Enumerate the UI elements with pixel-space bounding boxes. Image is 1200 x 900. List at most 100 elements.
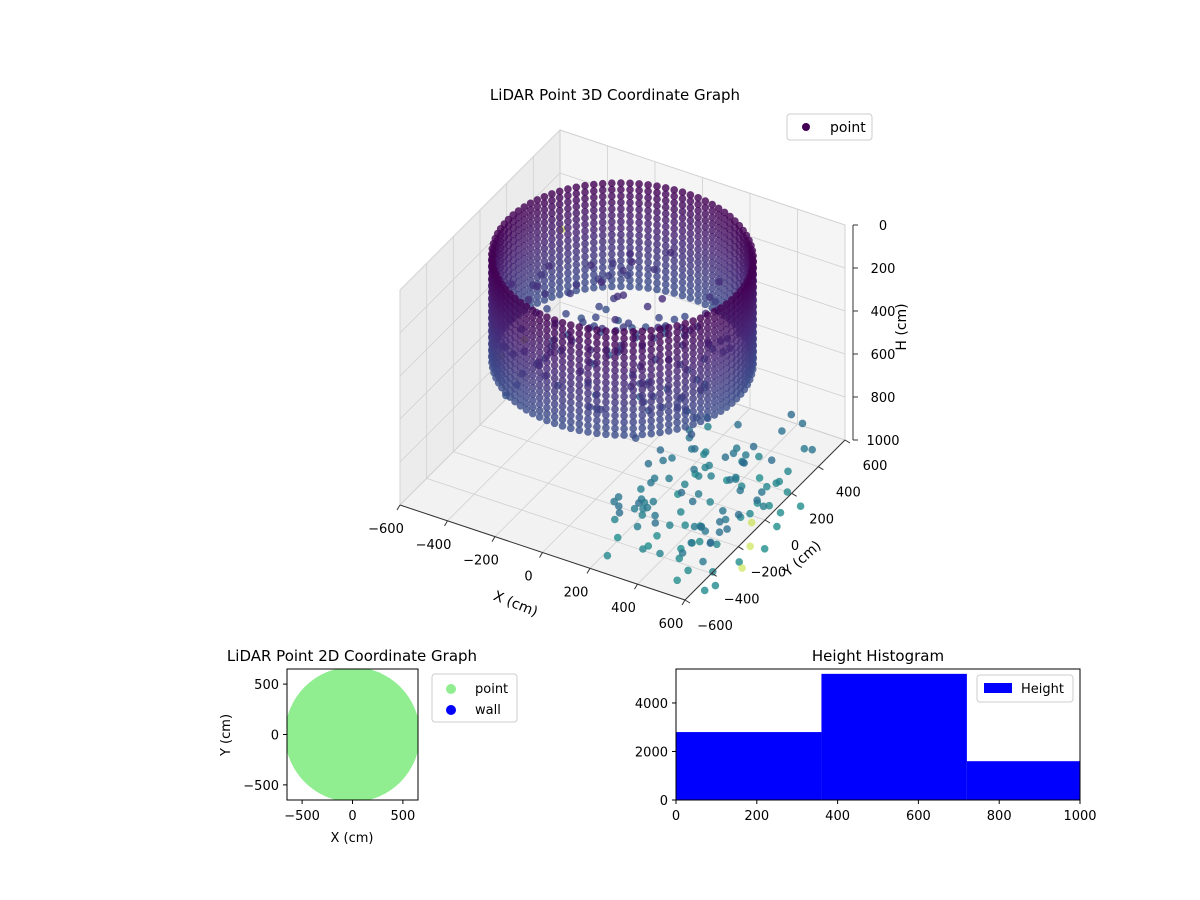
- x-tick-3d: [491, 536, 496, 542]
- point-marker-3d: [611, 405, 619, 413]
- histogram-bar: [676, 732, 822, 800]
- point-marker-3d: [694, 245, 702, 254]
- grid-line: [479, 424, 766, 521]
- point-marker-3d: [584, 421, 592, 430]
- point-marker-3d: [644, 181, 652, 189]
- point-marker-3d: [541, 290, 550, 298]
- point-marker-3d: [626, 186, 634, 194]
- point-marker-3d: [581, 246, 589, 254]
- point-marker-3d: [644, 271, 652, 280]
- point-marker-3d: [678, 240, 687, 248]
- point-marker-3d: [620, 405, 628, 414]
- point-marker-3d: [701, 248, 710, 257]
- point-marker-3d: [706, 498, 714, 506]
- point-marker-3d: [620, 399, 628, 407]
- point-marker-3d: [716, 349, 725, 357]
- point-marker-3d: [593, 403, 601, 412]
- point-marker-3d: [522, 367, 531, 375]
- point-marker-3d: [575, 374, 584, 383]
- point-marker-3d: [572, 189, 581, 198]
- point-marker-3d: [722, 306, 731, 315]
- point-marker-3d: [681, 332, 690, 341]
- point-marker-3d: [686, 249, 695, 257]
- point-marker-3d: [673, 322, 681, 330]
- point-marker-3d: [526, 257, 535, 266]
- point-marker-3d: [555, 271, 564, 280]
- point-marker-3d: [529, 396, 537, 405]
- point-marker-3d: [653, 240, 661, 249]
- y-tick-label-3d: 400: [836, 486, 861, 501]
- point-marker-3d: [644, 252, 652, 260]
- point-marker-3d: [520, 261, 529, 269]
- point-marker-3d: [686, 268, 695, 277]
- point-marker-3d: [611, 347, 619, 355]
- point-marker-3d: [696, 340, 705, 348]
- point-marker-3d: [644, 277, 652, 286]
- point-marker-3d: [664, 401, 673, 409]
- point-marker-3d: [653, 532, 661, 540]
- point-marker-3d: [773, 522, 781, 531]
- point-marker-3d: [746, 542, 754, 551]
- y-tick-label-3d: 600: [863, 459, 888, 474]
- point-marker-3d: [635, 225, 643, 233]
- point-marker-3d: [533, 254, 542, 262]
- point-marker-3d: [611, 392, 619, 401]
- point-marker-3d: [590, 187, 598, 195]
- point-marker-3d: [550, 374, 559, 383]
- point-marker-3d: [506, 290, 514, 298]
- point-marker-3d: [548, 274, 556, 282]
- point-marker-3d: [656, 364, 664, 372]
- point-marker-3d: [638, 511, 647, 519]
- point-marker-3d: [723, 525, 731, 533]
- point-marker-3d: [611, 315, 619, 324]
- point-marker-3d: [604, 272, 613, 280]
- point-marker-3d: [555, 226, 564, 234]
- point-marker-3d: [611, 418, 619, 426]
- point-marker-3d: [656, 344, 664, 353]
- point-marker-3d: [722, 364, 731, 373]
- point-marker-3d: [602, 391, 610, 400]
- y-tick-label-3d: −400: [724, 592, 760, 607]
- point-marker-3d: [548, 248, 556, 256]
- point-marker-3d: [522, 386, 531, 395]
- x-tick-label-hist: 0: [672, 809, 680, 824]
- point-marker-3d: [694, 490, 703, 498]
- point-marker-3d: [602, 385, 610, 393]
- point-marker-3d: [716, 336, 725, 345]
- point-marker-3d: [529, 384, 537, 392]
- point-marker-3d: [572, 254, 581, 262]
- point-marker-3d: [765, 501, 773, 510]
- point-marker-3d: [715, 528, 724, 536]
- point-marker-3d: [533, 221, 542, 230]
- point-marker-3d: [673, 341, 681, 350]
- point-marker-3d: [529, 306, 537, 315]
- point-marker-3d: [620, 431, 628, 439]
- point-marker-3d: [681, 371, 690, 380]
- histogram-frame: [675, 668, 1081, 801]
- point-marker-3d: [626, 198, 634, 207]
- point-marker-3d: [703, 350, 712, 358]
- point-marker-3d: [670, 257, 678, 265]
- point-marker-3d: [584, 370, 592, 378]
- point-marker-3d: [617, 185, 625, 194]
- point-marker-3d: [661, 254, 670, 263]
- point-marker-3d: [710, 411, 719, 419]
- point-marker-3d: [564, 198, 572, 206]
- point-marker-3d: [564, 275, 572, 284]
- point-marker-3d: [673, 425, 681, 433]
- point-marker-3d: [581, 278, 589, 287]
- point-marker-3d: [708, 252, 716, 260]
- point-marker-3d: [686, 281, 695, 290]
- point-marker-3d: [661, 280, 670, 289]
- point-marker-3d: [611, 327, 619, 336]
- point-marker-3d: [593, 429, 601, 438]
- point-marker-3d: [550, 342, 559, 350]
- point-marker-3d: [670, 315, 679, 324]
- point-marker-3d: [694, 194, 702, 202]
- point-marker-3d: [703, 330, 712, 339]
- point-marker-3d: [516, 369, 525, 378]
- point-marker-3d: [620, 392, 628, 401]
- point-marker-3d: [714, 288, 723, 297]
- point-marker-3d: [720, 208, 729, 217]
- point-marker-3d: [635, 283, 643, 291]
